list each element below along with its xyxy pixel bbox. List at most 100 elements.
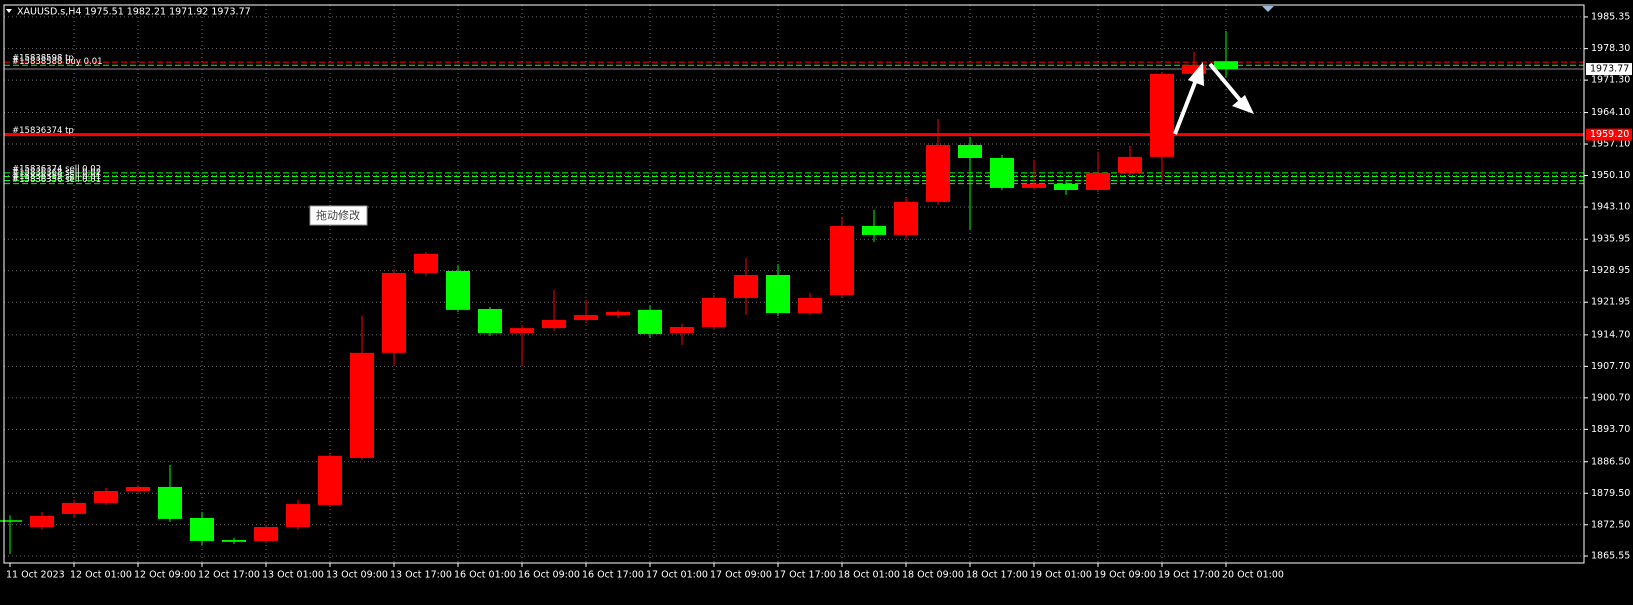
x-tick-label: 17 Oct 17:00	[774, 570, 836, 581]
y-tick-label: 1964.10	[1591, 107, 1630, 118]
candle-body	[1182, 64, 1206, 74]
y-tick-label: 1957.10	[1591, 139, 1630, 150]
x-tick-label: 12 Oct 17:00	[198, 570, 260, 581]
x-tick-label: 18 Oct 17:00	[966, 570, 1028, 581]
x-tick-label: 13 Oct 01:00	[262, 570, 324, 581]
y-tick-label: 1928.95	[1591, 265, 1630, 276]
candle-body	[414, 253, 438, 273]
y-tick-label: 1921.95	[1591, 297, 1630, 308]
candle-body	[62, 502, 86, 514]
candle-body	[926, 144, 950, 202]
y-tick-label: 1872.50	[1591, 519, 1630, 530]
candle-body	[830, 225, 854, 296]
order-label: #15838598 tp	[12, 54, 74, 64]
price-tag-label: 1959.20	[1590, 129, 1629, 140]
x-tick-label: 17 Oct 09:00	[710, 570, 772, 581]
x-tick-label: 13 Oct 09:00	[326, 570, 388, 581]
order-label: #15838588 buy 0.01	[12, 57, 103, 67]
candle-body	[382, 272, 406, 353]
shift-marker	[1262, 6, 1274, 12]
tooltip-text: 拖动修改	[316, 208, 360, 222]
menu-icon[interactable]	[6, 9, 12, 13]
candle-body	[318, 455, 342, 505]
x-tick-label: 16 Oct 17:00	[582, 570, 644, 581]
candle-body	[798, 297, 822, 314]
x-tick-label: 19 Oct 17:00	[1158, 570, 1220, 581]
order-label: #15836374 tp	[12, 126, 74, 136]
y-tick-label: 1914.70	[1591, 329, 1630, 340]
y-tick-label: 1865.55	[1591, 551, 1630, 562]
candle-body	[190, 518, 214, 541]
candle-body	[574, 315, 598, 320]
y-tick-label: 1886.50	[1591, 456, 1630, 467]
candle-body	[478, 308, 502, 334]
candle-body	[638, 309, 662, 334]
candle-body	[1214, 61, 1238, 70]
candle-body	[1022, 183, 1046, 188]
arrow	[1173, 62, 1204, 135]
x-tick-label: 19 Oct 01:00	[1030, 570, 1092, 581]
candle-body	[286, 504, 310, 527]
candles	[0, 31, 1238, 554]
x-tick-label: 20 Oct 01:00	[1222, 570, 1284, 581]
y-tick-label: 1978.30	[1591, 43, 1630, 54]
y-tick-label: 1907.70	[1591, 361, 1630, 372]
x-tick-label: 13 Oct 17:00	[390, 570, 452, 581]
order-lines: #15838598 tp#15838588 buy 0.01 #15836374 …	[4, 54, 1584, 185]
price-tag-label: 1973.77	[1590, 64, 1629, 75]
x-tick-label: 11 Oct 2023	[6, 570, 65, 581]
candle-body	[702, 297, 726, 327]
y-tick-label: 1879.50	[1591, 488, 1630, 499]
y-tick-label: 1900.70	[1591, 392, 1630, 403]
x-tick-label: 12 Oct 01:00	[70, 570, 132, 581]
candle-body	[990, 158, 1014, 188]
candle-body	[734, 275, 758, 298]
candle-body	[958, 144, 982, 158]
candle-body	[510, 328, 534, 334]
candle-body	[766, 275, 790, 314]
x-tick-label: 17 Oct 01:00	[646, 570, 708, 581]
candle-body	[862, 225, 886, 235]
y-tick-label: 1950.10	[1591, 170, 1630, 181]
candle-body	[894, 201, 918, 235]
x-tick-label: 16 Oct 09:00	[518, 570, 580, 581]
candle-body	[1054, 183, 1078, 190]
candle-body	[126, 486, 150, 491]
candle-body	[1086, 172, 1110, 190]
candle-body	[670, 326, 694, 334]
candle-body	[446, 270, 470, 310]
order-label: #15836359 sell 0.01	[12, 172, 101, 182]
x-tick-label: 12 Oct 09:00	[134, 570, 196, 581]
order-label: #15836374 sell 0.02	[12, 164, 101, 174]
candle-body	[94, 491, 118, 503]
chart-title: XAUUSD.s,H4 1975.51 1982.21 1971.92 1973…	[17, 7, 251, 18]
tooltip-box	[309, 205, 368, 226]
candle-body	[158, 486, 182, 519]
axes: 1985.35 1978.30 1971.30 1964.10 1957.10 1950.…	[6, 11, 1632, 581]
y-tick-label: 1943.10	[1591, 202, 1630, 213]
order-label: #15836368 sell 0.02	[12, 168, 101, 178]
price-tag	[1586, 128, 1632, 141]
candle-body	[542, 320, 566, 329]
order-label: #15836356 sell 0.01	[12, 175, 101, 185]
candle-body	[1118, 156, 1142, 173]
arrow	[1208, 62, 1254, 114]
y-tick-label: 1971.30	[1591, 75, 1630, 86]
y-tick-label: 1935.95	[1591, 234, 1630, 245]
candle-body	[0, 520, 22, 522]
candle-body	[30, 515, 54, 527]
price-tag	[1586, 63, 1632, 76]
y-tick-label: 1985.35	[1591, 11, 1630, 22]
x-tick-label: 18 Oct 01:00	[838, 570, 900, 581]
x-tick-label: 19 Oct 09:00	[1094, 570, 1156, 581]
x-tick-label: 18 Oct 09:00	[902, 570, 964, 581]
candle-body	[1150, 73, 1174, 157]
candle-body	[606, 311, 630, 316]
x-tick-label: 16 Oct 01:00	[454, 570, 516, 581]
candle-body	[350, 352, 374, 458]
candle-body	[254, 527, 278, 541]
candle-body	[222, 540, 246, 542]
grid	[4, 5, 1584, 563]
y-tick-label: 1893.70	[1591, 424, 1630, 435]
